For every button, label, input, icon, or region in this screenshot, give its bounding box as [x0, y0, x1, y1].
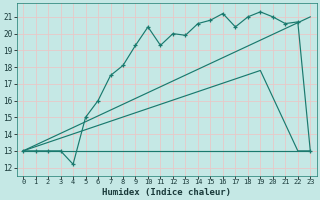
X-axis label: Humidex (Indice chaleur): Humidex (Indice chaleur): [102, 188, 231, 197]
